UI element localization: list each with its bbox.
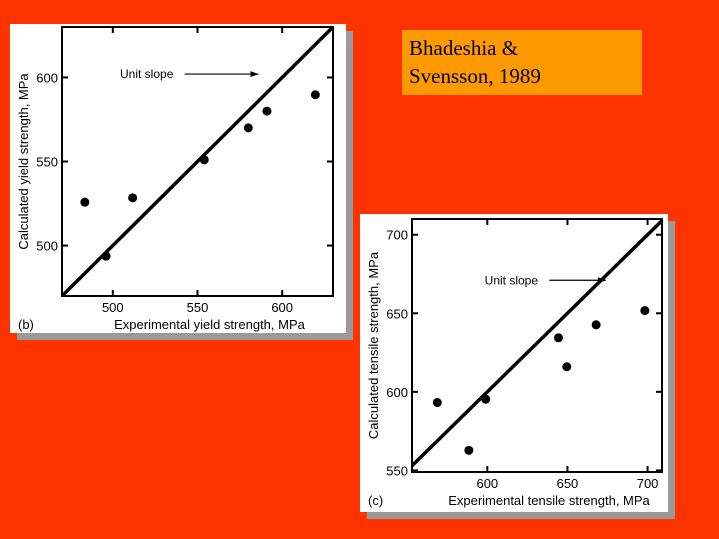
x-tick-label: 700 (637, 476, 659, 491)
y-tick-label: 600 (386, 385, 408, 400)
data-point (591, 320, 601, 330)
x-tick-label: 600 (476, 476, 498, 491)
panel-label: (b) (18, 317, 34, 332)
data-point (199, 155, 209, 165)
y-tick-label: 650 (386, 306, 408, 321)
x-tick-label: 650 (557, 476, 579, 491)
plot-frame (411, 218, 663, 473)
tensile-strength-plot: 600 650 700 550 600 650 700 Unit slope Experimen… (366, 218, 664, 508)
tensile-strength-chart: 600 650 700 550 600 650 700 Unit slope Experimen… (360, 214, 668, 512)
unit-slope-line (410, 219, 664, 467)
data-point (553, 333, 563, 343)
x-tick-label: 500 (102, 300, 124, 315)
y-axis-label: Calculated tensile strength, MPa (366, 251, 381, 439)
y-tick-label: 700 (386, 228, 408, 243)
panel-label: (c) (368, 493, 383, 508)
citation-box: Bhadeshia & Svensson, 1989 (402, 30, 642, 95)
x-tick-label: 600 (271, 300, 293, 315)
x-tick-label: 550 (187, 300, 209, 315)
data-point (562, 362, 572, 372)
y-axis-label: Calculated yield strength, MPa (16, 73, 31, 250)
arrowhead-icon (597, 277, 606, 284)
yield-strength-plot: 500 550 600 500 550 600 Unit slope Experimental… (16, 25, 335, 332)
unit-slope-label: Unit slope (485, 273, 539, 287)
data-point (80, 197, 90, 207)
data-point (101, 251, 111, 261)
y-tick-label: 550 (36, 155, 58, 170)
data-point (310, 90, 320, 100)
y-tick-label: 550 (386, 463, 408, 478)
data-point (262, 106, 272, 116)
data-point (481, 394, 491, 404)
data-point (464, 445, 474, 455)
y-tick-label: 600 (36, 70, 58, 85)
x-axis-label: Experimental yield strength, MPa (114, 317, 306, 332)
citation-line-1: Bhadeshia & (409, 36, 519, 60)
data-point (432, 398, 442, 408)
unit-slope-line (60, 25, 335, 298)
unit-slope-label: Unit slope (120, 67, 174, 81)
arrowhead-icon (250, 71, 259, 78)
data-point (128, 193, 138, 203)
citation-line-2: Svensson, 1989 (409, 64, 541, 88)
data-point (640, 306, 650, 316)
x-axis-label: Experimental tensile strength, MPa (448, 493, 650, 508)
y-tick-label: 500 (36, 239, 58, 254)
yield-strength-chart: 500 550 600 500 550 600 Unit slope Experimental… (10, 24, 346, 333)
data-point (243, 123, 253, 133)
